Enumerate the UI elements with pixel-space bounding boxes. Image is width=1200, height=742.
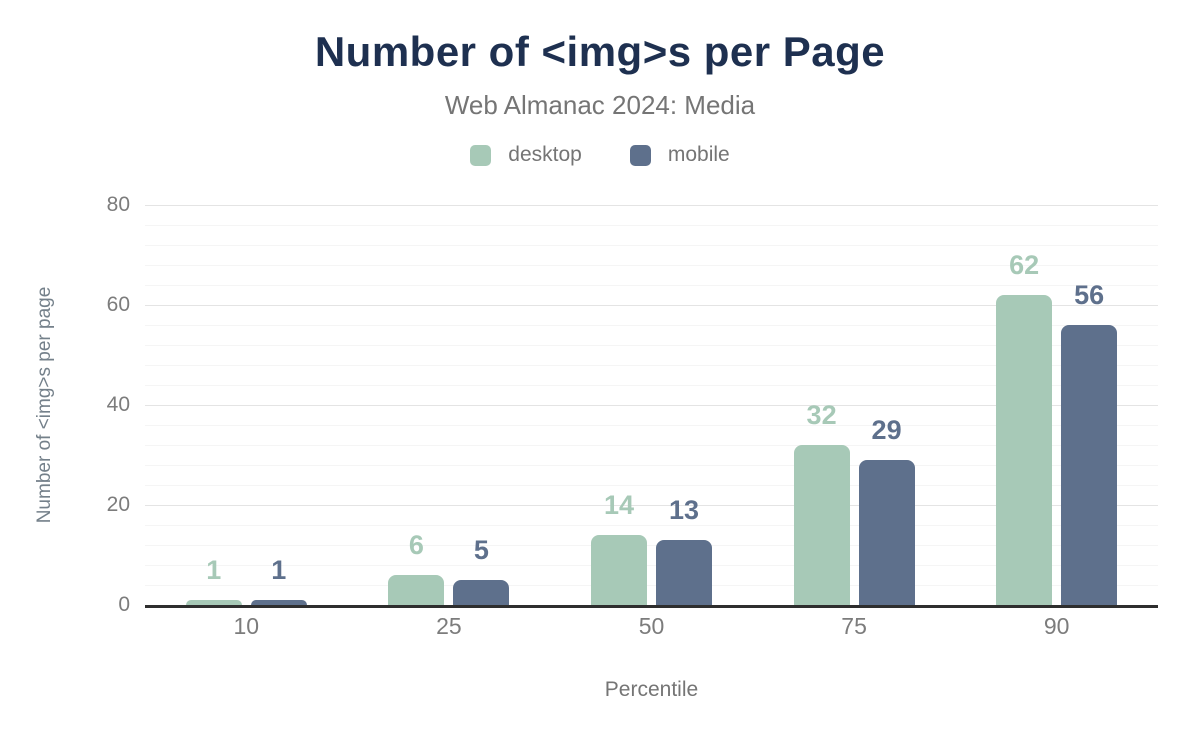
bar-value-label-mobile-25: 5: [473, 535, 489, 565]
bar-desktop-90: [996, 295, 1053, 605]
bar-desktop-25: [388, 575, 445, 605]
y-tick-label-40: 40: [106, 393, 130, 416]
bar-desktop-75: [793, 445, 850, 605]
bar-wrap-mobile-50: 13: [655, 495, 712, 605]
x-tick-label-90: 90: [1043, 613, 1070, 639]
legend-swatch-desktop-icon: [470, 144, 492, 166]
bar-value-label-desktop-25: 6: [408, 530, 424, 560]
x-tick-label-25: 25: [436, 613, 462, 639]
bar-value-label-mobile-10: 1: [271, 555, 287, 585]
legend: desktop mobile: [0, 143, 1200, 167]
chart-subtitle: Web Almanac 2024: Media: [444, 90, 756, 120]
legend-label-desktop: desktop: [508, 143, 582, 166]
bar-value-label-desktop-50: 14: [603, 490, 634, 520]
bar-mobile-25: [453, 580, 510, 605]
bar-mobile-90: [1061, 325, 1118, 605]
bar-mobile-10: [250, 600, 307, 605]
plot-area: 1 1 6 5 14 13 32 29 62 56: [145, 205, 1158, 608]
x-tick-label-50: 50: [638, 613, 665, 639]
bar-value-label-mobile-50: 13: [668, 495, 699, 525]
bar-value-label-mobile-75: 29: [871, 415, 902, 445]
bar-group-50: 14 13: [550, 205, 753, 605]
bar-group-75: 32 29: [753, 205, 956, 605]
bar-value-label-desktop-10: 1: [206, 555, 222, 585]
x-tick-label-10: 10: [233, 613, 260, 639]
legend-item-mobile: mobile: [629, 143, 730, 167]
bar-wrap-mobile-75: 29: [858, 415, 915, 605]
bar-desktop-50: [590, 535, 647, 605]
legend-item-desktop: desktop: [470, 143, 582, 167]
legend-label-mobile: mobile: [667, 143, 730, 166]
x-axis-title: Percentile: [604, 678, 699, 701]
bar-value-label-mobile-90: 56: [1074, 280, 1105, 310]
y-tick-label-20: 20: [106, 493, 130, 516]
bar-value-label-desktop-75: 32: [806, 400, 837, 430]
bar-wrap-mobile-25: 5: [453, 535, 510, 605]
y-axis-title: Number of <img>s per page: [34, 286, 55, 524]
y-axis-ticks: 0 20 40 60 80: [55, 194, 130, 616]
legend-swatch-mobile-icon: [629, 144, 651, 166]
bar-mobile-50: [655, 540, 712, 605]
bar-wrap-mobile-10: 1: [250, 555, 307, 605]
bar-mobile-75: [858, 460, 915, 605]
y-tick-label-60: 60: [106, 293, 130, 316]
x-tick-label-75: 75: [841, 613, 867, 639]
chart-title: Number of <img>s per Page: [314, 28, 886, 75]
bar-wrap-desktop-75: 32: [793, 400, 850, 605]
y-tick-label-80: 80: [106, 193, 130, 216]
bar-group-90: 62 56: [955, 205, 1158, 605]
y-tick-label-0: 0: [118, 593, 130, 616]
x-axis-labels: 10 25 50 75 90: [145, 613, 1158, 640]
bar-desktop-10: [185, 600, 242, 605]
bar-wrap-mobile-90: 56: [1061, 280, 1118, 605]
bar-wrap-desktop-90: 62: [996, 250, 1053, 605]
bar-wrap-desktop-50: 14: [590, 490, 647, 605]
bar-wrap-desktop-25: 6: [388, 530, 445, 605]
bar-wrap-desktop-10: 1: [185, 555, 242, 605]
bar-value-label-desktop-90: 62: [1009, 250, 1040, 280]
